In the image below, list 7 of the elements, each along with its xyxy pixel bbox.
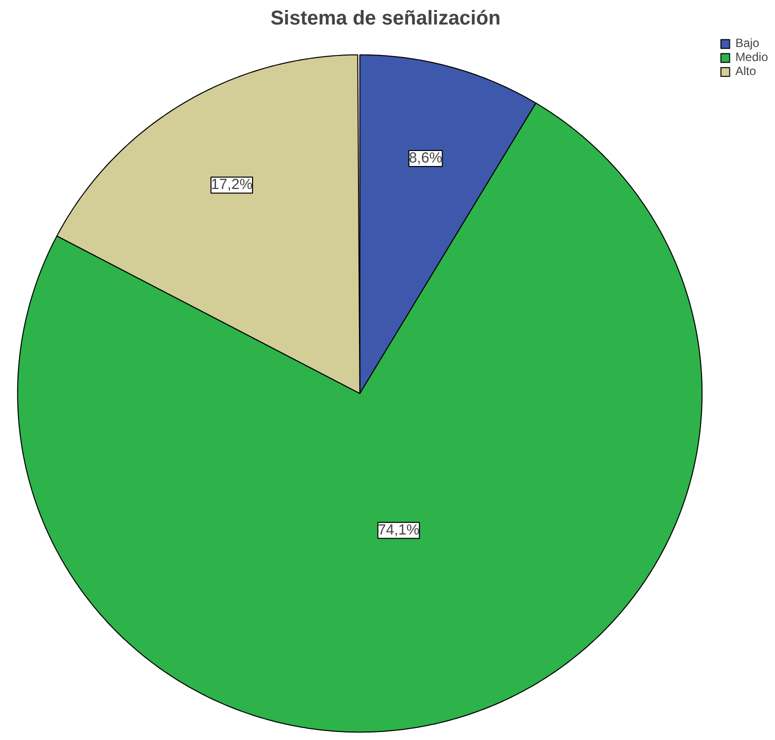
legend-label: Medio — [735, 50, 768, 64]
data-label: 8,6% — [408, 150, 442, 166]
legend-label: Alto — [735, 64, 756, 78]
data-label: 17,2% — [210, 177, 253, 194]
chart-title: Sistema de señalización — [270, 8, 501, 30]
legend-label: Bajo — [735, 36, 760, 50]
data-label: 74,1% — [378, 522, 420, 538]
